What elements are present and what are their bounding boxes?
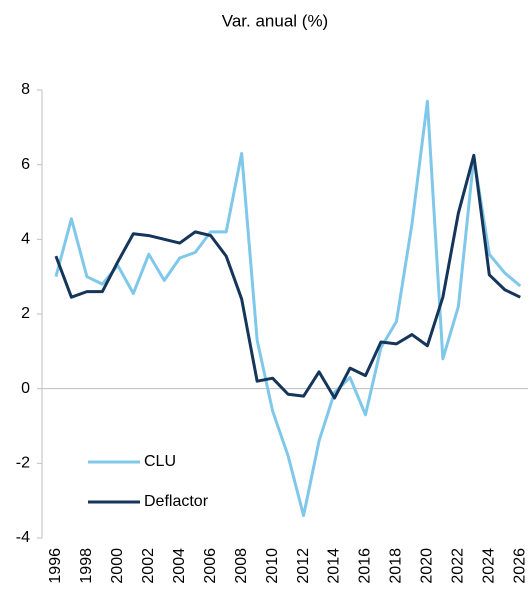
y-tick-label: -2 [16, 455, 30, 472]
chart-title: Var. anual (%) [222, 11, 328, 30]
y-tick-label: -4 [16, 529, 30, 546]
x-tick-label: 1998 [78, 548, 95, 584]
y-tick-label: 0 [21, 380, 30, 397]
x-tick-label: 2024 [481, 548, 498, 584]
x-tick-label: 2018 [388, 548, 405, 584]
x-tick-label: 2004 [171, 548, 188, 584]
legend-label: CLU [144, 453, 176, 470]
line [54, 153, 521, 400]
y-tick-label: 4 [21, 231, 30, 248]
x-tick-label: 2026 [511, 548, 528, 584]
x-tick-label: 1996 [47, 548, 64, 584]
x-tick-label: 2012 [295, 548, 312, 584]
x-tick-label: 2016 [357, 548, 374, 584]
legend-label: Deflactor [144, 493, 209, 510]
y-tick-label: 6 [21, 156, 30, 173]
x-tick-label: 2014 [326, 548, 343, 584]
y-tick-label: 8 [21, 81, 30, 98]
line [54, 99, 522, 518]
x-tick-label: 2002 [140, 548, 157, 584]
x-tick-label: 2020 [419, 548, 436, 584]
x-tick-label: 2006 [202, 548, 219, 584]
y-tick-label: 2 [21, 305, 30, 322]
x-tick-label: 2000 [109, 548, 126, 584]
x-tick-label: 2010 [264, 548, 281, 584]
x-tick-label: 2022 [450, 548, 467, 584]
x-tick-label: 2008 [233, 548, 250, 584]
